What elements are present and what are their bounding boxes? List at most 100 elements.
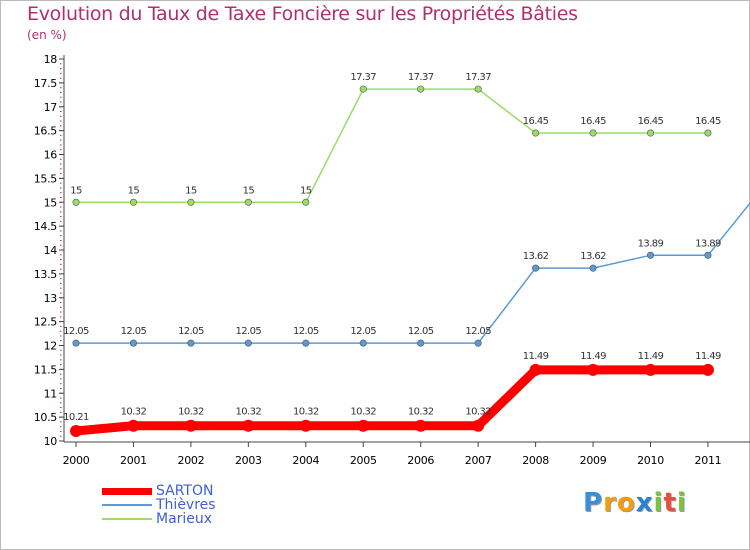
y-tick-label: 17.5 — [34, 77, 58, 90]
y-minor-tick — [60, 340, 62, 342]
y-minor-tick — [60, 397, 62, 399]
y-tick-label: 15 — [44, 196, 58, 209]
y-minor-tick — [60, 402, 62, 404]
axes: 10 10.5 11 11.5 12 12.5 13 13.5 14 14.5 15 15.5 16 16… — [34, 53, 750, 467]
data-point — [532, 264, 540, 272]
y-minor-tick — [60, 263, 62, 265]
data-point — [302, 198, 310, 206]
data-label: 12.05 — [350, 326, 376, 337]
y-minor-tick — [60, 168, 62, 170]
x-tick-label: 2002 — [178, 454, 205, 467]
series-line-sarton — [71, 365, 713, 436]
y-minor-tick — [60, 407, 62, 409]
y-minor-tick — [60, 268, 62, 270]
y-minor-tick — [60, 239, 62, 241]
y-minor-tick — [60, 306, 62, 308]
y-tick-label: 10.5 — [34, 411, 58, 424]
y-minor-tick — [60, 325, 62, 327]
data-point — [646, 129, 654, 137]
data-label: 12.05 — [408, 326, 434, 337]
y-minor-tick — [60, 77, 62, 79]
data-point — [646, 251, 654, 259]
y-minor-tick — [60, 335, 62, 337]
y-minor-tick — [60, 282, 62, 284]
data-label: 15 — [300, 185, 312, 196]
y-tick-label: 14.5 — [34, 220, 58, 233]
data-label: 10.21 — [63, 412, 89, 423]
y-minor-tick — [60, 316, 62, 318]
data-point — [129, 339, 137, 347]
data-label: 11.49 — [523, 351, 549, 362]
y-minor-tick — [60, 120, 62, 122]
data-point — [414, 419, 427, 432]
y-minor-tick — [60, 144, 62, 146]
data-point — [184, 419, 197, 432]
y-minor-tick — [60, 421, 62, 423]
y-tick-label: 18 — [44, 53, 58, 66]
data-label: 11.49 — [638, 351, 664, 362]
y-tick-label: 13 — [44, 292, 58, 305]
data-point — [474, 85, 482, 93]
data-label: 17.37 — [350, 72, 376, 83]
x-tick-label: 2001 — [120, 454, 147, 467]
x-tick-label: 2006 — [407, 454, 434, 467]
data-point — [244, 339, 252, 347]
data-label: 13.89 — [695, 238, 721, 249]
y-minor-tick — [60, 187, 62, 189]
y-tick-label: 11 — [44, 387, 57, 400]
logo-letter: i — [676, 488, 687, 518]
y-minor-tick — [60, 349, 62, 351]
y-minor-tick — [60, 230, 62, 232]
y-minor-tick — [60, 235, 62, 237]
data-point — [359, 339, 367, 347]
data-point — [474, 339, 482, 347]
data-point — [589, 129, 597, 137]
series-line-marieux — [75, 88, 709, 204]
y-minor-tick — [60, 426, 62, 428]
data-label: 11.49 — [580, 351, 606, 362]
data-point — [72, 339, 80, 347]
y-tick-label: 14 — [44, 244, 58, 257]
data-point — [532, 129, 540, 137]
y-minor-tick — [60, 87, 62, 89]
y-minor-tick — [60, 387, 62, 389]
y-tick-label: 13.5 — [34, 268, 58, 281]
data-label: 10.32 — [121, 407, 147, 418]
legend-swatch-sarton — [102, 487, 152, 495]
legend-item-thievres: Thièvres — [102, 498, 216, 512]
data-label: 12.05 — [465, 326, 491, 337]
y-tick-label: 17 — [44, 101, 58, 114]
logo-letter: t — [663, 488, 677, 518]
y-minor-tick — [60, 206, 62, 208]
x-tick-label: 2011 — [695, 454, 722, 467]
y-minor-tick — [60, 364, 62, 366]
legend-item-marieux: Marieux — [102, 512, 216, 526]
y-minor-tick — [60, 354, 62, 356]
data-point — [187, 198, 195, 206]
y-tick-label: 16.5 — [34, 125, 58, 138]
data-point — [187, 339, 195, 347]
y-tick-label: 16 — [44, 149, 58, 162]
logo-letter: P — [583, 488, 604, 518]
y-minor-tick — [60, 158, 62, 160]
legend-swatch-marieux — [102, 518, 152, 520]
data-label: 15 — [243, 185, 255, 196]
data-label: 16.45 — [580, 116, 606, 127]
y-minor-tick — [60, 192, 62, 194]
data-label: 17.37 — [465, 72, 491, 83]
y-minor-tick — [60, 411, 62, 413]
y-minor-tick — [60, 287, 62, 289]
y-minor-tick — [60, 292, 62, 294]
y-tick-label: 15.5 — [34, 172, 58, 185]
data-point — [359, 85, 367, 93]
y-minor-tick — [60, 220, 62, 222]
data-label: 10.32 — [236, 407, 262, 418]
data-label: 12.05 — [63, 326, 89, 337]
logo-letter: i — [653, 488, 664, 518]
y-minor-tick — [60, 330, 62, 332]
data-point — [242, 419, 255, 432]
data-point — [644, 363, 657, 376]
x-tick-label: 2010 — [637, 454, 664, 467]
y-minor-tick — [60, 115, 62, 117]
data-point — [701, 363, 714, 376]
